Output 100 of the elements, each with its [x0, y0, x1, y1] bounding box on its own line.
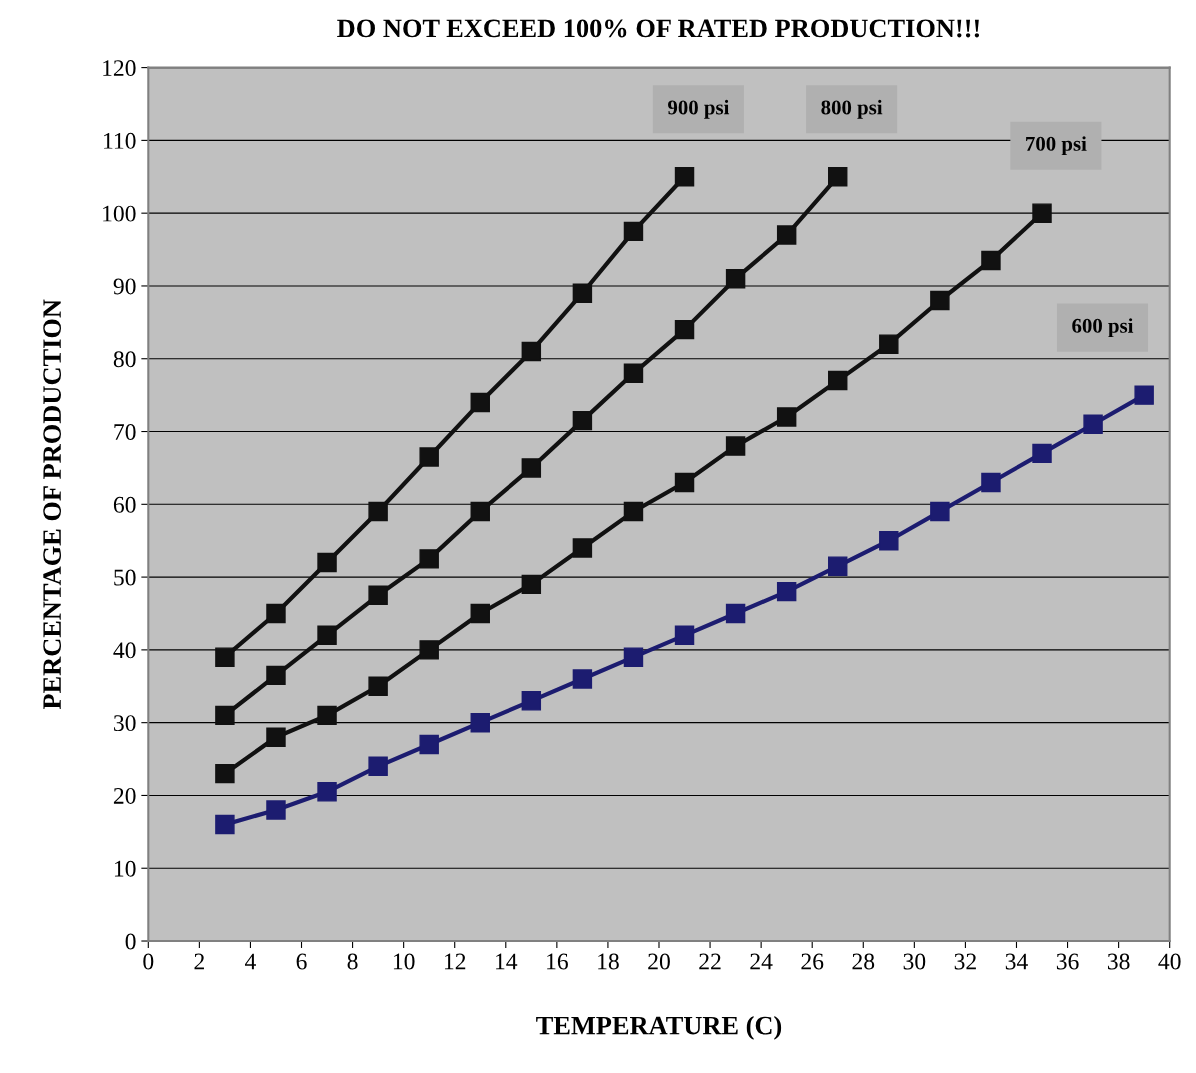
x-tick-label: 36 [1056, 953, 1079, 970]
point [317, 782, 337, 802]
y-tick-label: 60 [113, 496, 136, 513]
point [674, 319, 695, 340]
x-tick-label: 6 [296, 953, 307, 970]
point [266, 800, 286, 820]
x-tick-label: 0 [143, 953, 154, 970]
point [981, 472, 1001, 493]
x-tick-label: 22 [699, 953, 721, 970]
y-tick-label: 120 [103, 60, 136, 77]
point [521, 691, 542, 711]
point [266, 603, 286, 624]
point [419, 447, 439, 467]
point [368, 676, 388, 696]
point [674, 167, 695, 187]
x-tick-label: 4 [245, 953, 256, 970]
point [419, 549, 439, 569]
y-tick-label: 80 [113, 351, 136, 368]
point [623, 221, 644, 242]
point [470, 712, 490, 733]
text: 900 psi [668, 99, 730, 119]
point [776, 407, 797, 427]
x-tick-label: 32 [954, 953, 976, 970]
y-axis-title: PERCENTAGE OF PRODUCTION [43, 299, 61, 710]
point [368, 756, 388, 777]
y-tick-label: 70 [114, 424, 136, 440]
point [930, 501, 950, 522]
x-tick-label: 34 [1005, 953, 1028, 970]
x-tick-label: 14 [496, 953, 518, 970]
point [572, 283, 593, 303]
point [725, 268, 746, 289]
point [623, 647, 644, 667]
x-tick-label: 20 [648, 953, 670, 970]
point [317, 552, 337, 573]
y-tick-label: 10 [114, 860, 136, 877]
point [572, 410, 593, 431]
point [725, 436, 746, 456]
point [470, 603, 490, 624]
point [419, 734, 439, 755]
point [623, 363, 644, 384]
point [1134, 385, 1154, 405]
point [1032, 443, 1052, 464]
point [623, 501, 644, 522]
point [828, 167, 848, 187]
point [1083, 414, 1103, 434]
point [776, 581, 797, 602]
point [828, 370, 848, 391]
point [930, 290, 950, 311]
point [368, 585, 388, 606]
y-tick-label: 110 [104, 132, 136, 149]
y-tick-label: 90 [113, 278, 136, 295]
point [674, 625, 695, 646]
point [419, 640, 439, 660]
point [317, 625, 337, 646]
point [317, 705, 337, 726]
x-tick-label: 40 [1158, 953, 1181, 970]
point [776, 225, 797, 245]
x-tick-label: 10 [393, 953, 415, 970]
x-tick-label: 12 [444, 953, 466, 970]
x-tick-label: 30 [903, 953, 926, 970]
y-tick-label: 40 [113, 642, 136, 659]
x-tick-label: 38 [1107, 953, 1130, 970]
text: 800 psi [821, 99, 883, 119]
x-tick-label: 16 [547, 953, 568, 970]
text: 700 psi [1026, 136, 1087, 156]
x-tick-label: 26 [801, 953, 824, 970]
point [215, 647, 235, 667]
x-tick-label: 28 [852, 953, 875, 970]
point [521, 341, 542, 362]
y-tick-label: 100 [103, 205, 136, 222]
point [521, 458, 542, 478]
point [521, 574, 542, 595]
y-tick-label: 20 [113, 787, 136, 804]
point [266, 727, 286, 747]
x-tick-label: 24 [750, 953, 773, 970]
x-axis-title: TEMPERATURE (C) [536, 1015, 782, 1040]
chart-title: DO NOT EXCEED 100% OF RATED PRODUCTION!!! [337, 19, 980, 38]
y-tick-label: 0 [125, 933, 136, 950]
point [725, 603, 746, 624]
point [572, 669, 593, 689]
y-tick-label: 30 [114, 715, 136, 732]
point [981, 250, 1001, 271]
point [215, 705, 235, 726]
point [572, 538, 593, 558]
point [470, 392, 490, 413]
point [470, 501, 490, 522]
x-tick-label: 18 [598, 953, 619, 970]
point [1032, 203, 1052, 223]
x-tick-label: 8 [347, 953, 358, 970]
point [674, 472, 695, 493]
point [215, 763, 235, 784]
point [828, 556, 848, 576]
point [879, 530, 899, 551]
point [368, 501, 388, 522]
point [215, 814, 235, 835]
text: 600 psi [1072, 318, 1134, 338]
point [879, 334, 899, 354]
x-tick-label: 2 [194, 953, 204, 970]
point [266, 665, 286, 686]
y-tick-label: 50 [114, 569, 136, 586]
